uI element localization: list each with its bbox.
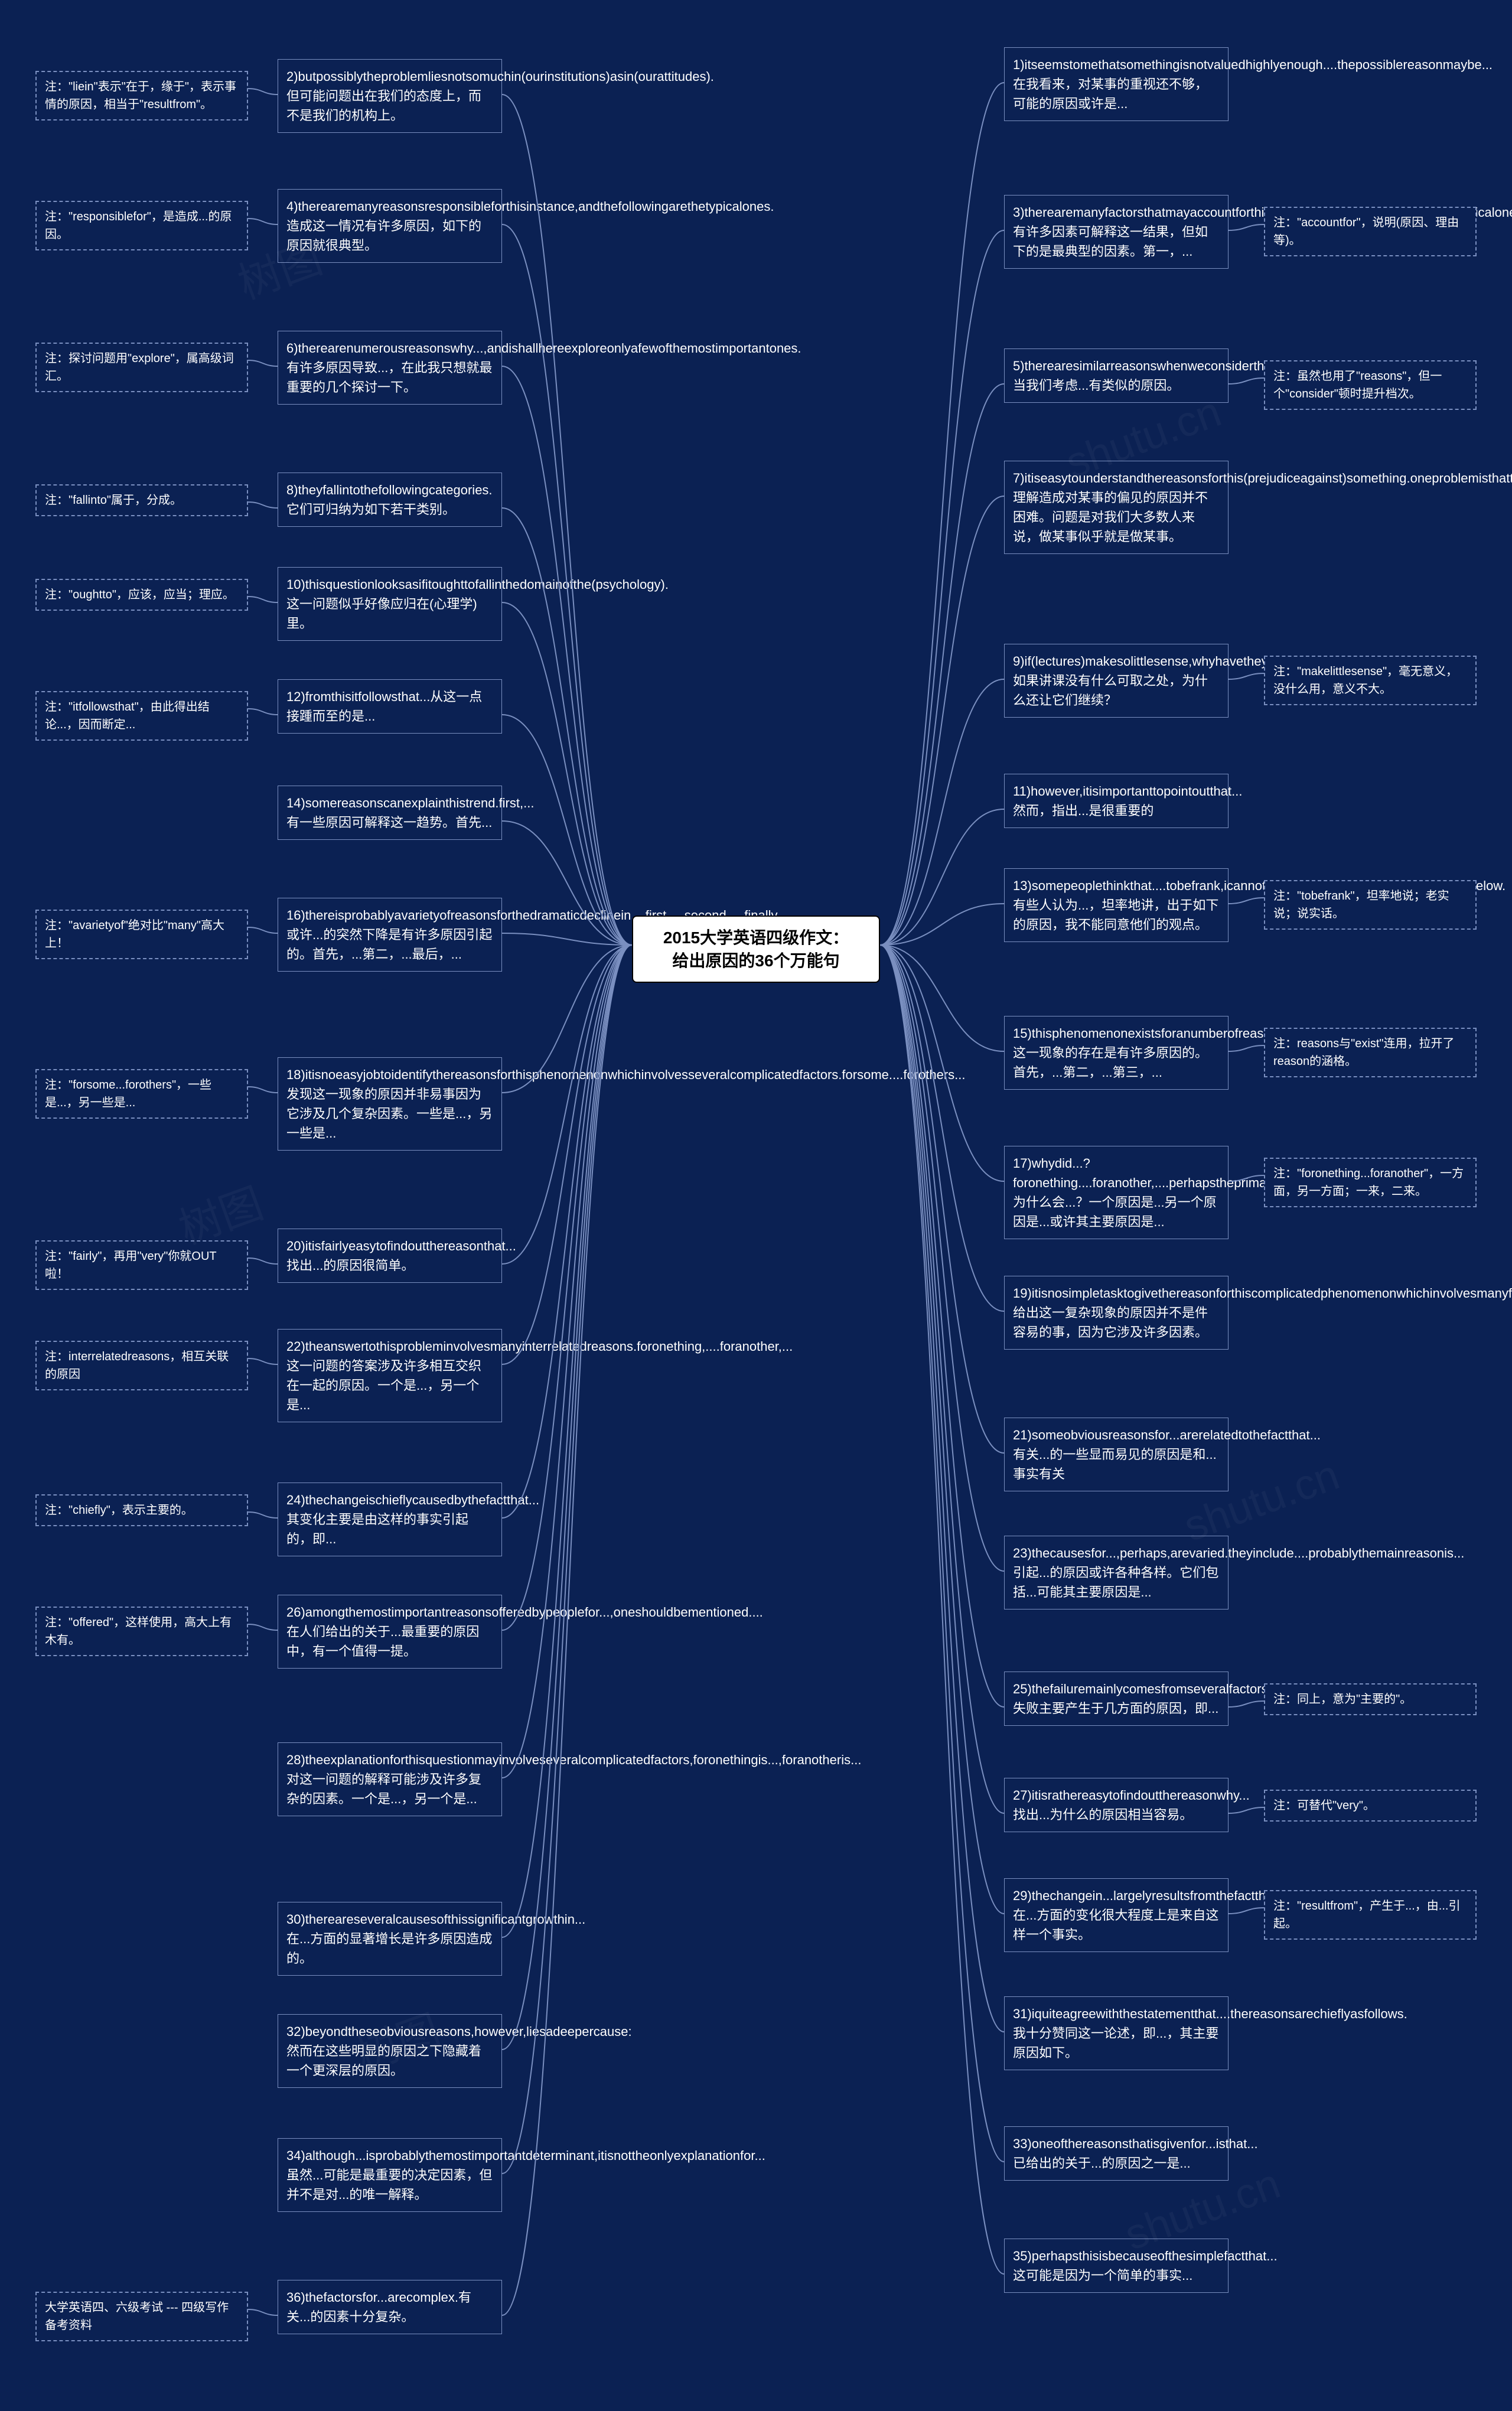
left-box-5: 12)fromthisitfollowsthat...从这一点接踵而至的是... xyxy=(278,679,502,734)
left-note-8: 注："forsome...forothers"，一些是...，另一些是... xyxy=(35,1069,248,1119)
right-note-6: 注："tobefrank"，坦率地说；老实说；说实话。 xyxy=(1264,880,1477,930)
right-note-14: 注："resultfrom"，产生于...，由...引起。 xyxy=(1264,1890,1477,1940)
left-note-11: 注："chiefly"，表示主要的。 xyxy=(35,1494,248,1526)
left-note-12: 注："offered"，这样使用，高大上有木有。 xyxy=(35,1607,248,1656)
left-box-16: 34)although...isprobablythemostimportant… xyxy=(278,2138,502,2212)
left-box-12: 26)amongthemostimportantreasonsofferedby… xyxy=(278,1595,502,1669)
left-note-2: 注：探讨问题用"explore"，属高级词汇。 xyxy=(35,343,248,392)
right-box-15: 31)iquiteagreewiththestatementthat....th… xyxy=(1004,1996,1228,2070)
right-box-12: 25)thefailuremainlycomesfromseveralfacto… xyxy=(1004,1672,1228,1726)
left-box-13: 28)theexplanationforthisquestionmayinvol… xyxy=(278,1742,502,1816)
left-note-0: 注："liein"表示"在于，缘于"，表示事情的原因，相当于"resultfro… xyxy=(35,71,248,120)
left-note-4: 注："oughtto"，应该，应当；理应。 xyxy=(35,579,248,611)
left-box-9: 20)itisfairlyeasytofindoutthereasonthat.… xyxy=(278,1229,502,1283)
left-box-6: 14)somereasonscanexplainthistrend.first,… xyxy=(278,786,502,840)
right-box-13: 27)itisrathereasytofindoutthereasonwhy..… xyxy=(1004,1778,1228,1832)
right-box-11: 23)thecausesfor...,perhaps,arevaried.the… xyxy=(1004,1536,1228,1609)
right-box-5: 11)however,itisimportanttopointoutthat..… xyxy=(1004,774,1228,828)
left-box-0: 2)butpossiblytheproblemliesnotsomuchin(o… xyxy=(278,59,502,133)
left-box-1: 4)therearemanyreasonsresponsibleforthisi… xyxy=(278,189,502,263)
left-box-14: 30)thereareseveralcausesofthissignifican… xyxy=(278,1902,502,1976)
left-box-4: 10)thisquestionlooksasifitoughttofallint… xyxy=(278,567,502,641)
right-note-4: 注："makelittlesense"，毫无意义，没什么用，意义不大。 xyxy=(1264,656,1477,705)
right-box-14: 29)thechangein...largelyresultsfromthefa… xyxy=(1004,1878,1228,1952)
right-note-2: 注：虽然也用了"reasons"，但一个"consider"顿时提升档次。 xyxy=(1264,360,1477,410)
center-node: 2015大学英语四级作文：给出原因的36个万能句 xyxy=(632,915,880,983)
right-box-6: 13)somepeoplethinkthat....tobefrank,ican… xyxy=(1004,868,1228,942)
left-box-17: 36)thefactorsfor...arecomplex.有关...的因素十分… xyxy=(278,2280,502,2334)
left-box-7: 16)thereisprobablyavarietyofreasonsforth… xyxy=(278,898,502,972)
left-box-8: 18)itisnoeasyjobtoidentifythereasonsfort… xyxy=(278,1057,502,1151)
left-box-3: 8)theyfallintothefollowingcategories.它们可… xyxy=(278,473,502,527)
right-box-0: 1)itseemstomethatsomethingisnotvaluedhig… xyxy=(1004,47,1228,121)
right-box-9: 19)itisnosimpletasktogivethereasonforthi… xyxy=(1004,1276,1228,1350)
right-box-16: 33)oneofthereasonsthatisgivenfor...istha… xyxy=(1004,2126,1228,2181)
right-box-17: 35)perhapsthisisbecauseofthesimplefactth… xyxy=(1004,2239,1228,2293)
right-box-4: 9)if(lectures)makesolittlesense,whyhavet… xyxy=(1004,644,1228,718)
left-box-2: 6)therearenumerousreasonswhy...,andishal… xyxy=(278,331,502,405)
left-note-5: 注："itfollowsthat"，由此得出结论...，因而断定... xyxy=(35,691,248,741)
left-box-15: 32)beyondtheseobviousreasons,however,lie… xyxy=(278,2014,502,2088)
left-note-7: 注："avarietyof"绝对比"many"高大上！ xyxy=(35,910,248,959)
left-box-11: 24)thechangeischieflycausedbythefactthat… xyxy=(278,1483,502,1556)
right-box-2: 5)therearesimilarreasonswhenweconsiderth… xyxy=(1004,348,1228,403)
right-note-12: 注：同上，意为"主要的"。 xyxy=(1264,1683,1477,1715)
center-title: 2015大学英语四级作文：给出原因的36个万能句 xyxy=(663,928,849,970)
right-box-10: 21)someobviousreasonsfor...arerelatedtot… xyxy=(1004,1418,1228,1491)
left-note-1: 注："responsiblefor"，是造成...的原因。 xyxy=(35,201,248,250)
left-note-3: 注："fallinto"属于，分成。 xyxy=(35,484,248,516)
left-note-9: 注："fairly"，再用"very"你就OUT啦！ xyxy=(35,1240,248,1290)
right-note-1: 注："accountfor"，说明(原因、理由等)。 xyxy=(1264,207,1477,256)
left-note-10: 注：interrelatedreasons，相互关联的原因 xyxy=(35,1341,248,1390)
right-note-13: 注：可替代"very"。 xyxy=(1264,1790,1477,1822)
left-box-10: 22)theanswertothisprobleminvolvesmanyint… xyxy=(278,1329,502,1422)
right-note-7: 注：reasons与"exist"连用，拉开了reason的涵格。 xyxy=(1264,1028,1477,1077)
left-note-17: 大学英语四、六级考试 --- 四级写作备考资料 xyxy=(35,2292,248,2341)
right-box-3: 7)itiseasytounderstandthereasonsforthis(… xyxy=(1004,461,1228,554)
right-box-7: 15)thisphenomenonexistsforanumberofreaso… xyxy=(1004,1016,1228,1090)
right-box-1: 3)therearemanyfactorsthatmayaccountforth… xyxy=(1004,195,1228,269)
right-note-8: 注："foronething...foranother"，一方面，另一方面；一来… xyxy=(1264,1158,1477,1207)
right-box-8: 17)whydid...?foronething....foranother,.… xyxy=(1004,1146,1228,1239)
